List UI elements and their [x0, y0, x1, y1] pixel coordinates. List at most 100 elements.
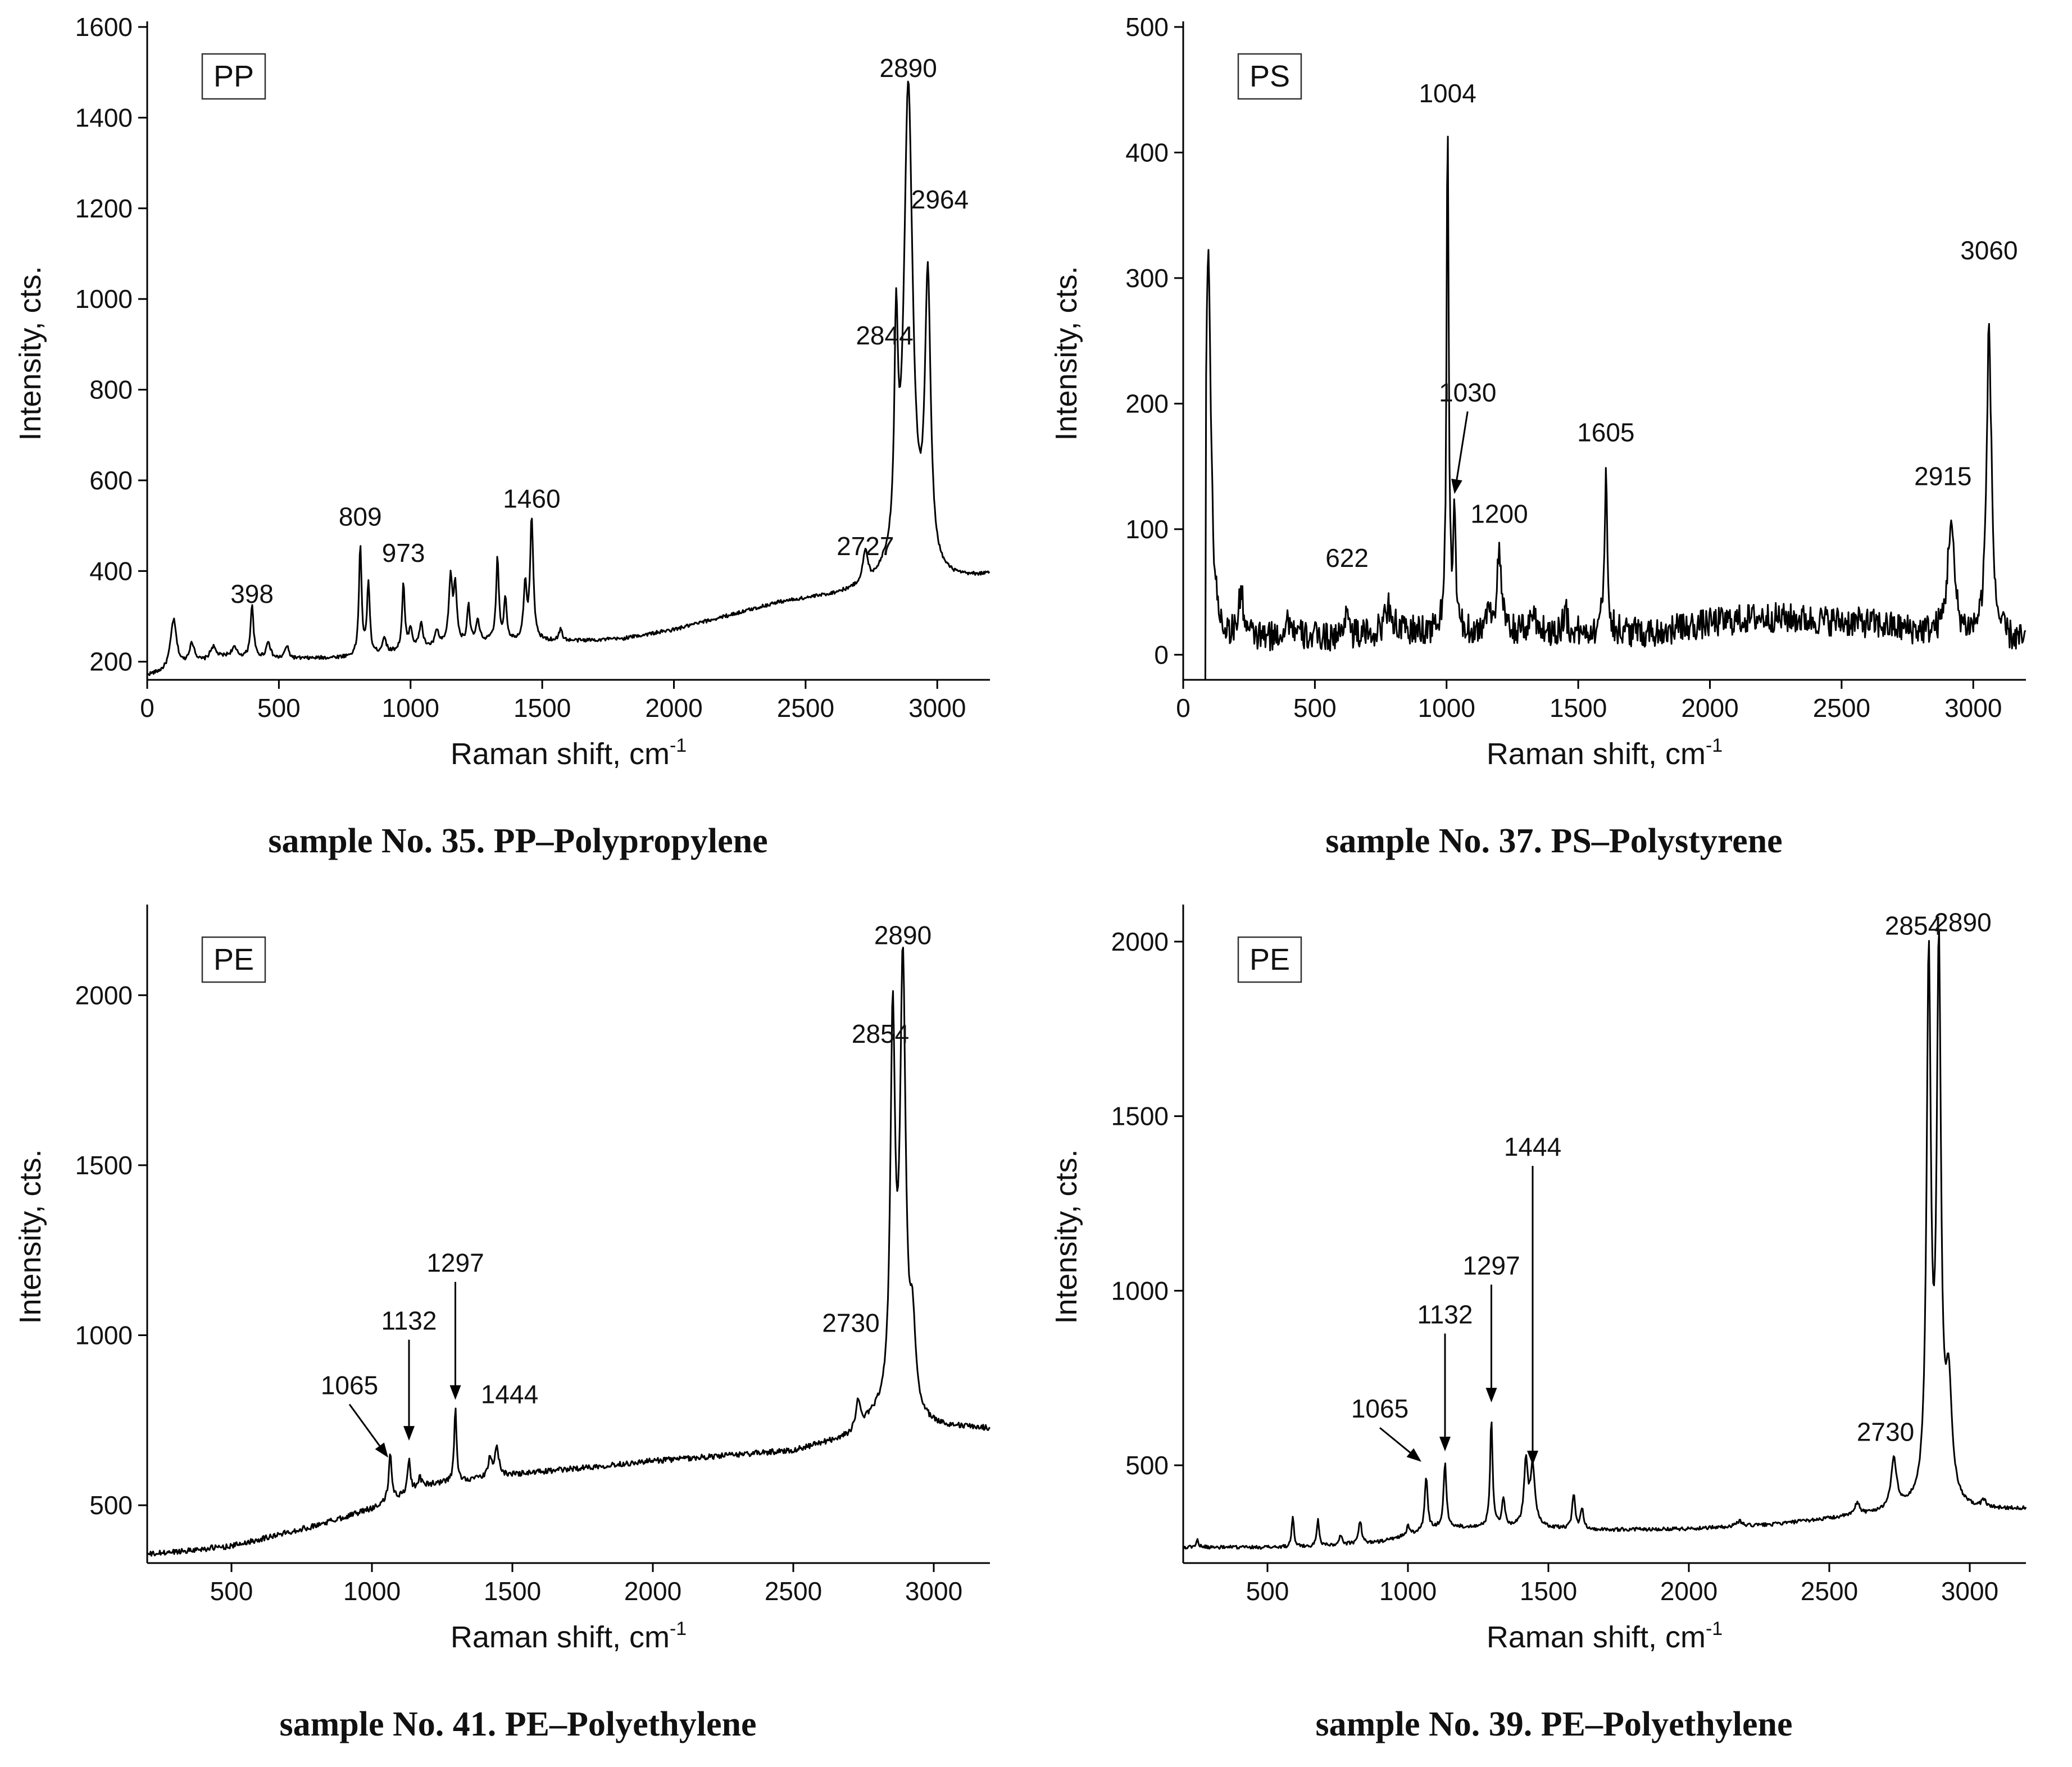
sample-label: PP	[213, 60, 254, 93]
chart-ps-svg: 0 500 1000 1500 2000 2500 3000 0 100 200 300 400 500…	[1049, 12, 2026, 771]
peak-arrow-line	[348, 1403, 380, 1447]
peak-arrow-head	[1485, 1388, 1497, 1403]
y-tick-label: 1000	[75, 1321, 133, 1350]
sample-label-frame	[1237, 936, 1302, 983]
peak-label: 3060	[1960, 235, 2018, 265]
y-tick-label: 500	[1125, 1451, 1169, 1480]
x-tick-label: 2000	[645, 693, 702, 723]
peak-label: 1065	[1351, 1394, 1408, 1423]
peak-label: 2915	[1914, 462, 1971, 491]
y-axis-label: Intensity, cts.	[13, 1149, 47, 1324]
x-axis-label-superscript: -1	[1706, 1618, 1723, 1639]
peak-label: 2730	[1857, 1418, 1914, 1447]
x-tick-label: 500	[257, 693, 301, 723]
y-tick-label: 500	[1125, 12, 1169, 42]
sample-label-box: PE	[1237, 936, 1302, 983]
x-tick-label: 2500	[777, 693, 834, 723]
y-tick-label: 400	[89, 556, 133, 585]
y-tick-label: 800	[89, 375, 133, 405]
x-tick-label: 0	[140, 693, 155, 723]
y-tick-label: 600	[89, 466, 133, 495]
peak-label: 1297	[426, 1248, 484, 1278]
spectrum-line	[147, 80, 990, 676]
y-tick-label: 400	[1125, 138, 1169, 167]
peak-arrow-head	[403, 1426, 415, 1441]
peak-arrow-head	[1527, 1451, 1538, 1466]
peak-arrow-head	[449, 1385, 461, 1400]
peak-label: 1004	[1419, 79, 1476, 108]
peak-arrow-head	[1406, 1448, 1421, 1462]
y-tick-label: 500	[89, 1491, 133, 1520]
x-tick-label: 2000	[1660, 1577, 1717, 1606]
sample-label: PE	[1249, 943, 1290, 976]
x-tick-label: 1000	[343, 1577, 401, 1606]
y-tick-label: 200	[89, 647, 133, 676]
chart-pe-41-svg: 500 1000 1500 2000 2500 3000 500 1000 1500 2000 Ra…	[13, 905, 991, 1654]
peak-label: 2890	[874, 921, 932, 950]
x-axis-label-superscript: -1	[670, 735, 687, 756]
peak-label: 2727	[837, 532, 894, 561]
peak-arrow-head	[375, 1442, 388, 1458]
x-tick-label: 1500	[1520, 1577, 1577, 1606]
caption-pe-41: sample No. 41. PE–Polyethylene	[279, 1705, 757, 1743]
peak-label: 2890	[880, 53, 937, 83]
spectrum-line	[146, 947, 991, 1557]
peak-arrow-head	[1451, 479, 1462, 494]
peak-label: 2854	[852, 1019, 909, 1048]
peak-label: 2890	[1934, 907, 1991, 937]
x-axis-label-superscript: -1	[670, 1618, 687, 1639]
peak-label: 2854	[1885, 911, 1942, 940]
x-tick-label: 2000	[1681, 693, 1738, 723]
x-tick-label: 1000	[1379, 1577, 1437, 1606]
x-tick-label: 500	[1293, 693, 1337, 723]
y-tick-label: 1500	[1111, 1102, 1169, 1131]
y-tick-label: 0	[1154, 640, 1169, 669]
peak-label: 1200	[1470, 499, 1528, 529]
caption-pe-39: sample No. 39. PE–Polyethylene	[1315, 1705, 1793, 1743]
y-tick-label: 1000	[75, 284, 133, 314]
chart-pe-39-svg: 500 1000 1500 2000 2500 3000 500 1000 1500 2000 Ra…	[1049, 905, 2027, 1654]
x-axis-label: Raman shift, cm-1	[451, 735, 687, 771]
peak-label: 1444	[1504, 1132, 1561, 1161]
peak-arrow-line	[1456, 411, 1469, 480]
peak-arrow-head	[1439, 1437, 1451, 1452]
peak-arrow-line	[1379, 1427, 1411, 1453]
y-tick-label: 1000	[1111, 1276, 1169, 1305]
x-axis-label: Raman shift, cm-1	[1487, 1618, 1723, 1654]
y-tick-label: 1600	[75, 12, 133, 42]
y-tick-label: 2000	[1111, 927, 1169, 956]
caption-pp: sample No. 35. PP–Polypropylene	[268, 822, 768, 860]
y-tick-label: 1400	[75, 103, 133, 132]
x-tick-label: 3000	[908, 693, 966, 723]
y-tick-label: 100	[1125, 515, 1169, 544]
x-tick-label: 1000	[382, 693, 439, 723]
x-tick-label: 0	[1176, 693, 1191, 723]
spectrum-line	[1183, 930, 2027, 1550]
sample-label-frame	[201, 936, 266, 983]
caption-ps: sample No. 37. PS–Polystyrene	[1325, 822, 1783, 860]
peak-label: 809	[339, 502, 382, 532]
chart-panel-pe-41: 500 1000 1500 2000 2500 3000 500 1000 1500 2000 Ra…	[0, 883, 1036, 1766]
sample-label: PE	[213, 943, 254, 976]
y-tick-label: 200	[1125, 389, 1169, 418]
sample-label-box: PP	[201, 53, 266, 100]
chart-panel-ps: 0 500 1000 1500 2000 2500 3000 0 100 200 300 400 500…	[1036, 0, 2072, 883]
x-axis-label: Raman shift, cm-1	[451, 1618, 687, 1654]
peak-label: 622	[1325, 543, 1369, 573]
y-tick-label: 1200	[75, 194, 133, 223]
x-tick-label: 2500	[765, 1577, 822, 1606]
sample-label-box: PS	[1237, 53, 1302, 100]
chart-panel-pp: 0 500 1000 1500 2000 2500 3000 200 400 600 800 1000…	[0, 0, 1036, 883]
x-tick-label: 3000	[1944, 693, 2002, 723]
spectrum-line	[1183, 135, 2026, 681]
peak-label: 1132	[1417, 1300, 1473, 1329]
sample-label: PS	[1249, 60, 1290, 93]
peak-label: 1605	[1577, 417, 1634, 447]
x-tick-label: 1500	[514, 693, 571, 723]
x-tick-label: 500	[1246, 1577, 1289, 1606]
x-axis-label-superscript: -1	[1706, 735, 1723, 756]
peak-label: 1444	[481, 1380, 538, 1409]
y-axis-label: Intensity, cts.	[1049, 1149, 1083, 1324]
x-tick-label: 3000	[905, 1577, 962, 1606]
